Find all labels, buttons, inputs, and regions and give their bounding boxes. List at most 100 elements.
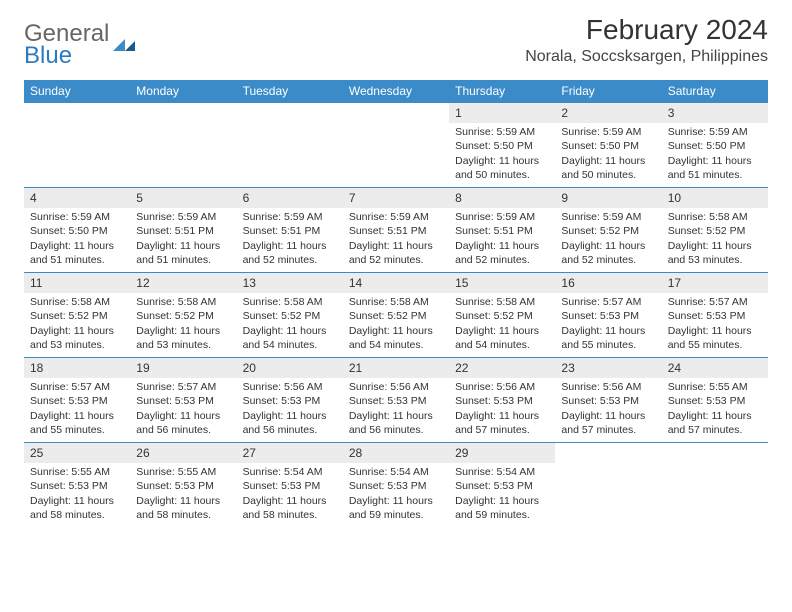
daylight-text: Daylight: 11 hours and 55 minutes. — [668, 324, 762, 352]
sunset-text: Sunset: 5:50 PM — [668, 139, 762, 153]
day-number: 13 — [237, 273, 343, 293]
day-number: 10 — [662, 188, 768, 208]
day-details: Sunrise: 5:59 AMSunset: 5:51 PMDaylight:… — [237, 208, 343, 271]
sunset-text: Sunset: 5:53 PM — [30, 394, 124, 408]
day-details: Sunrise: 5:58 AMSunset: 5:52 PMDaylight:… — [343, 293, 449, 356]
day-number: 23 — [555, 358, 661, 378]
day-cell: 1Sunrise: 5:59 AMSunset: 5:50 PMDaylight… — [449, 103, 555, 187]
day-cell: 22Sunrise: 5:56 AMSunset: 5:53 PMDayligh… — [449, 358, 555, 442]
day-number: 7 — [343, 188, 449, 208]
day-number: 25 — [24, 443, 130, 463]
week-row: 4Sunrise: 5:59 AMSunset: 5:50 PMDaylight… — [24, 187, 768, 272]
weekday-header: Saturday — [662, 80, 768, 102]
day-cell — [662, 443, 768, 527]
weekday-header: Sunday — [24, 80, 130, 102]
sunrise-text: Sunrise: 5:55 AM — [136, 465, 230, 479]
day-number: 5 — [130, 188, 236, 208]
day-details: Sunrise: 5:56 AMSunset: 5:53 PMDaylight:… — [449, 378, 555, 441]
brand-logo: GeneralBlue — [24, 14, 135, 70]
weekday-header: Thursday — [449, 80, 555, 102]
daylight-text: Daylight: 11 hours and 50 minutes. — [561, 154, 655, 182]
day-number: 12 — [130, 273, 236, 293]
day-cell — [130, 103, 236, 187]
sunset-text: Sunset: 5:53 PM — [136, 479, 230, 493]
daylight-text: Daylight: 11 hours and 57 minutes. — [455, 409, 549, 437]
day-cell: 2Sunrise: 5:59 AMSunset: 5:50 PMDaylight… — [555, 103, 661, 187]
day-number: 19 — [130, 358, 236, 378]
daylight-text: Daylight: 11 hours and 54 minutes. — [349, 324, 443, 352]
weekday-header-row: SundayMondayTuesdayWednesdayThursdayFrid… — [24, 80, 768, 102]
sunset-text: Sunset: 5:53 PM — [561, 309, 655, 323]
page-header: GeneralBlue February 2024 Norala, Soccsk… — [24, 14, 768, 70]
daylight-text: Daylight: 11 hours and 51 minutes. — [30, 239, 124, 267]
day-cell: 11Sunrise: 5:58 AMSunset: 5:52 PMDayligh… — [24, 273, 130, 357]
weekday-header: Friday — [555, 80, 661, 102]
daylight-text: Daylight: 11 hours and 52 minutes. — [349, 239, 443, 267]
day-cell: 17Sunrise: 5:57 AMSunset: 5:53 PMDayligh… — [662, 273, 768, 357]
sunset-text: Sunset: 5:53 PM — [668, 394, 762, 408]
day-cell: 10Sunrise: 5:58 AMSunset: 5:52 PMDayligh… — [662, 188, 768, 272]
sunrise-text: Sunrise: 5:54 AM — [349, 465, 443, 479]
sunrise-text: Sunrise: 5:59 AM — [561, 210, 655, 224]
sunrise-text: Sunrise: 5:58 AM — [668, 210, 762, 224]
day-cell: 25Sunrise: 5:55 AMSunset: 5:53 PMDayligh… — [24, 443, 130, 527]
calendar-body: 1Sunrise: 5:59 AMSunset: 5:50 PMDaylight… — [24, 102, 768, 527]
day-number: 29 — [449, 443, 555, 463]
weekday-header: Wednesday — [343, 80, 449, 102]
day-cell: 12Sunrise: 5:58 AMSunset: 5:52 PMDayligh… — [130, 273, 236, 357]
daylight-text: Daylight: 11 hours and 54 minutes. — [455, 324, 549, 352]
weekday-header: Monday — [130, 80, 236, 102]
day-details: Sunrise: 5:54 AMSunset: 5:53 PMDaylight:… — [237, 463, 343, 526]
day-cell — [555, 443, 661, 527]
sunrise-text: Sunrise: 5:59 AM — [561, 125, 655, 139]
day-number: 26 — [130, 443, 236, 463]
day-number: 3 — [662, 103, 768, 123]
sunrise-text: Sunrise: 5:56 AM — [561, 380, 655, 394]
sunset-text: Sunset: 5:53 PM — [243, 479, 337, 493]
daylight-text: Daylight: 11 hours and 56 minutes. — [243, 409, 337, 437]
week-row: 25Sunrise: 5:55 AMSunset: 5:53 PMDayligh… — [24, 442, 768, 527]
sunrise-text: Sunrise: 5:59 AM — [668, 125, 762, 139]
sunset-text: Sunset: 5:50 PM — [561, 139, 655, 153]
sunset-text: Sunset: 5:53 PM — [349, 479, 443, 493]
daylight-text: Daylight: 11 hours and 55 minutes. — [30, 409, 124, 437]
day-details: Sunrise: 5:59 AMSunset: 5:51 PMDaylight:… — [449, 208, 555, 271]
sunset-text: Sunset: 5:52 PM — [455, 309, 549, 323]
sunrise-text: Sunrise: 5:57 AM — [30, 380, 124, 394]
day-cell: 20Sunrise: 5:56 AMSunset: 5:53 PMDayligh… — [237, 358, 343, 442]
day-cell: 23Sunrise: 5:56 AMSunset: 5:53 PMDayligh… — [555, 358, 661, 442]
day-details: Sunrise: 5:57 AMSunset: 5:53 PMDaylight:… — [130, 378, 236, 441]
sunset-text: Sunset: 5:51 PM — [243, 224, 337, 238]
calendar: SundayMondayTuesdayWednesdayThursdayFrid… — [24, 80, 768, 527]
daylight-text: Daylight: 11 hours and 51 minutes. — [136, 239, 230, 267]
sunset-text: Sunset: 5:52 PM — [136, 309, 230, 323]
daylight-text: Daylight: 11 hours and 53 minutes. — [136, 324, 230, 352]
daylight-text: Daylight: 11 hours and 59 minutes. — [349, 494, 443, 522]
day-cell: 29Sunrise: 5:54 AMSunset: 5:53 PMDayligh… — [449, 443, 555, 527]
sunset-text: Sunset: 5:51 PM — [136, 224, 230, 238]
daylight-text: Daylight: 11 hours and 50 minutes. — [455, 154, 549, 182]
sunset-text: Sunset: 5:53 PM — [349, 394, 443, 408]
day-number: 22 — [449, 358, 555, 378]
day-number: 28 — [343, 443, 449, 463]
day-cell: 21Sunrise: 5:56 AMSunset: 5:53 PMDayligh… — [343, 358, 449, 442]
sunset-text: Sunset: 5:53 PM — [455, 394, 549, 408]
day-number: 11 — [24, 273, 130, 293]
sunset-text: Sunset: 5:50 PM — [455, 139, 549, 153]
sunset-text: Sunset: 5:51 PM — [455, 224, 549, 238]
daylight-text: Daylight: 11 hours and 58 minutes. — [30, 494, 124, 522]
day-cell — [24, 103, 130, 187]
sunrise-text: Sunrise: 5:59 AM — [136, 210, 230, 224]
daylight-text: Daylight: 11 hours and 52 minutes. — [561, 239, 655, 267]
sunrise-text: Sunrise: 5:56 AM — [349, 380, 443, 394]
day-cell: 4Sunrise: 5:59 AMSunset: 5:50 PMDaylight… — [24, 188, 130, 272]
day-number: 4 — [24, 188, 130, 208]
day-details: Sunrise: 5:54 AMSunset: 5:53 PMDaylight:… — [343, 463, 449, 526]
daylight-text: Daylight: 11 hours and 56 minutes. — [136, 409, 230, 437]
day-cell: 15Sunrise: 5:58 AMSunset: 5:52 PMDayligh… — [449, 273, 555, 357]
weekday-header: Tuesday — [237, 80, 343, 102]
week-row: 1Sunrise: 5:59 AMSunset: 5:50 PMDaylight… — [24, 102, 768, 187]
day-details: Sunrise: 5:54 AMSunset: 5:53 PMDaylight:… — [449, 463, 555, 526]
month-title: February 2024 — [525, 14, 768, 46]
sunrise-text: Sunrise: 5:59 AM — [30, 210, 124, 224]
